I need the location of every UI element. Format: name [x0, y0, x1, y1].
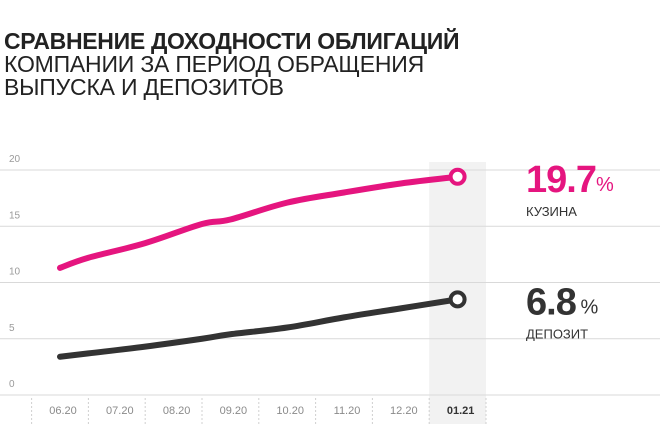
- x-tick-label: 12.20: [390, 405, 418, 417]
- title-line-1: СРАВНЕНИЕ ДОХОДНОСТИ ОБЛИГАЦИЙ: [4, 28, 460, 54]
- x-tick-label: 01.21: [447, 405, 475, 417]
- grid-lines: [0, 169, 660, 396]
- title-line-2: КОМПАНИИ ЗА ПЕРИОД ОБРАЩЕНИЯ: [4, 51, 425, 77]
- x-tick-label: 07.20: [106, 405, 134, 417]
- y-tick-label: 20: [9, 154, 21, 165]
- end-marker-deposit: [448, 290, 467, 309]
- series-name-kuzina: КУЗИНА: [526, 204, 577, 219]
- x-tick-label: 10.20: [276, 405, 304, 417]
- y-tick-label: 0: [9, 379, 15, 390]
- y-axis-ticks: 0 5 10 15 20: [9, 154, 21, 390]
- series-group: [57, 167, 467, 360]
- x-axis-separators: [31, 398, 487, 424]
- series-line-kuzina: [57, 173, 461, 271]
- chart-title: СРАВНЕНИЕ ДОХОДНОСТИ ОБЛИГАЦИЙ КОМПАНИИ …: [4, 30, 654, 99]
- end-labels: 19.7 % КУЗИНА 6.8 % ДЕПОЗИТ: [526, 159, 614, 342]
- end-unit-kuzina: %: [596, 174, 614, 196]
- x-tick-label: 09.20: [220, 405, 248, 417]
- title-line-3: ВЫПУСКА И ДЕПОЗИТОВ: [4, 74, 284, 100]
- end-value-kuzina: 19.7: [526, 159, 596, 201]
- y-tick-label: 10: [9, 267, 21, 278]
- series-line-deposit: [57, 296, 461, 360]
- x-axis-ticks: 06.20 07.20 08.20 09.20 10.20 11.20 12.20 01.21: [49, 405, 474, 417]
- x-tick-label: 11.20: [334, 405, 361, 417]
- x-tick-label: 06.20: [49, 405, 77, 417]
- end-marker-kuzina: [448, 167, 467, 186]
- x-tick-label: 08.20: [163, 405, 191, 417]
- y-tick-label: 5: [9, 323, 15, 334]
- series-name-deposit: ДЕПОЗИТ: [526, 326, 588, 341]
- end-value-deposit: 6.8: [526, 281, 576, 323]
- y-tick-label: 15: [9, 210, 21, 221]
- end-unit-deposit: %: [581, 296, 599, 318]
